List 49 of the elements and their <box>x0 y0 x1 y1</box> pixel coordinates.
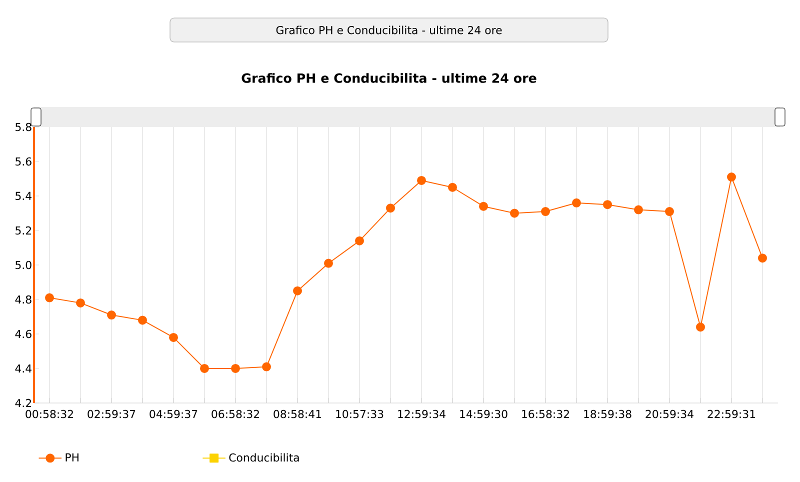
x-tick-label: 10:57:33 <box>336 410 384 418</box>
point <box>138 316 148 325</box>
point <box>231 364 240 373</box>
legend-label: Conducibilita <box>229 453 299 462</box>
point <box>200 364 210 373</box>
x-tick-label: 16:58:32 <box>522 410 569 418</box>
point <box>417 176 426 185</box>
legend-label: PH <box>66 453 78 462</box>
point <box>726 172 736 182</box>
y-tick-label: 5.6 <box>16 157 32 166</box>
text: Grafico PH e Conducibilita - ultime 24 ore <box>276 26 502 34</box>
chart-title: Grafico PH e Conducibilita - ultime 24 ore <box>242 73 536 83</box>
point <box>76 298 86 308</box>
point <box>355 236 364 246</box>
point <box>107 310 116 320</box>
y-tick-label: 5.0 <box>16 260 32 270</box>
x-tick-label: 14:59:30 <box>460 410 508 418</box>
point <box>541 207 550 216</box>
y-tick-label: 5.8 <box>16 122 32 132</box>
x-tick-label: 20:59:34 <box>646 410 694 418</box>
point <box>448 182 457 192</box>
x-tick-label: 18:59:38 <box>584 410 632 418</box>
x-tick-label: 00:58:32 <box>26 410 73 418</box>
point <box>664 207 674 216</box>
y-tick-label: 4.8 <box>15 295 32 304</box>
y-tick-label: 5.2 <box>16 226 31 235</box>
point <box>634 205 643 214</box>
point <box>45 293 54 302</box>
point <box>572 198 581 208</box>
x-tick-label: 06:58:32 <box>212 410 259 418</box>
point <box>758 254 767 263</box>
y-tick-label: 4.6 <box>15 330 32 338</box>
y-tick-label: 5.4 <box>16 192 32 200</box>
point <box>386 204 396 213</box>
x-tick-label: 22:59:31 <box>708 410 756 418</box>
x-tick-label: 12:59:34 <box>398 410 446 418</box>
point <box>510 208 519 218</box>
point <box>324 258 334 268</box>
point <box>696 322 705 332</box>
point <box>262 362 272 372</box>
point <box>169 332 178 342</box>
y-tick-label: 4.2 <box>15 398 31 408</box>
point <box>602 200 612 210</box>
point <box>479 202 488 211</box>
point <box>293 286 302 296</box>
x-tick-label: 02:59:37 <box>88 410 136 418</box>
x-tick-label: 08:58:41 <box>274 410 322 418</box>
x-tick-label: 04:59:37 <box>150 410 198 418</box>
y-tick-label: 4.4 <box>15 364 32 372</box>
